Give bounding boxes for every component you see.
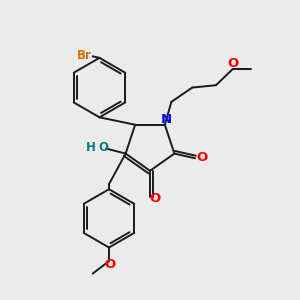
Text: O: O xyxy=(196,151,207,164)
Text: O: O xyxy=(104,258,115,271)
Text: Br: Br xyxy=(76,49,92,62)
Text: N: N xyxy=(161,113,172,126)
Text: O: O xyxy=(98,141,108,154)
Text: O: O xyxy=(228,57,239,70)
Text: H: H xyxy=(86,141,96,154)
Text: O: O xyxy=(150,192,161,205)
